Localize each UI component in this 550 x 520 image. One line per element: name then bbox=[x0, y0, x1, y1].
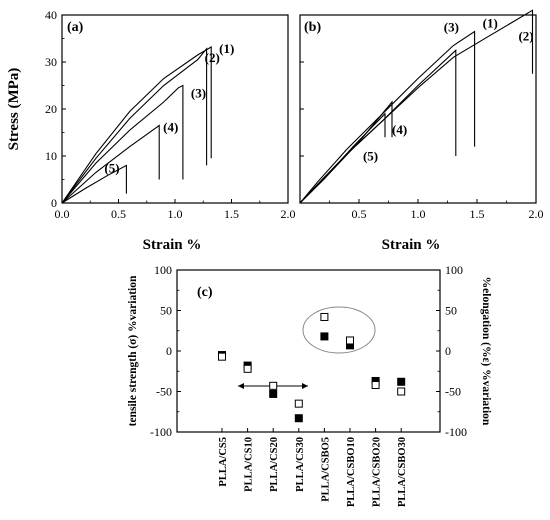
panel-a-xtick-label: 1.5 bbox=[224, 207, 239, 221]
panel-c-label: (c) bbox=[197, 285, 213, 300]
strength-marker bbox=[294, 414, 303, 423]
panel-a-ytick-label: 40 bbox=[45, 8, 57, 22]
panel-c-ytick-label-left: 50 bbox=[160, 304, 172, 318]
panel-c-category-label: PLLA/CSBO10 bbox=[346, 437, 357, 507]
panel-c-ytick-label-right: 50 bbox=[445, 304, 457, 318]
elongation-marker bbox=[243, 364, 252, 373]
panel-a-ytick-label: 30 bbox=[45, 55, 57, 69]
panel-c-categories: PLLA/CS5 PLLA/CS10 PLLA/CS20 PLLA/CS30 PLLA/… bbox=[218, 437, 408, 507]
panel-c-ylabel-left: tensile strength (σ) %variation bbox=[127, 275, 139, 426]
panel-b-xtick-label: 2.0 bbox=[529, 207, 544, 221]
panel-a-ylabel: Stress (MPa) bbox=[6, 68, 22, 151]
panel-a-curve bbox=[61, 47, 208, 204]
panel-a-xtick-label: 1.0 bbox=[168, 207, 183, 221]
panel-a-curve bbox=[61, 84, 184, 204]
panel-b-xtick-label: 1.5 bbox=[470, 207, 485, 221]
elongation-marker bbox=[218, 352, 226, 361]
panel-a-xtick-label: 0.0 bbox=[55, 207, 70, 221]
panel-c-category-label: PLLA/CSBO5 bbox=[320, 437, 331, 502]
panel-b-curve-label: (4) bbox=[392, 122, 407, 137]
double-arrow-left-head bbox=[238, 383, 244, 389]
panel-c-ytick-label-right: 0 bbox=[445, 344, 451, 358]
panel-a-ytick-label: 20 bbox=[45, 102, 57, 116]
panel-b-curves: (1) (2) (3) (4) (5) bbox=[299, 9, 534, 204]
panel-b-curve bbox=[299, 9, 534, 204]
panel-b-frame bbox=[299, 14, 537, 204]
strength-marker bbox=[269, 389, 278, 398]
elongation-marker bbox=[346, 336, 354, 345]
panel-b-curve bbox=[299, 49, 457, 204]
panel-c-ytick-label-right: -100 bbox=[445, 425, 467, 439]
panel-b-label: (b) bbox=[304, 20, 321, 35]
panel-a-ytick-label: 10 bbox=[45, 149, 57, 163]
highlight-ellipse bbox=[302, 306, 376, 354]
panel-b-xlabel: Strain % bbox=[382, 237, 441, 253]
panel-c-category-label: PLLA/CS20 bbox=[269, 437, 280, 492]
panel-c-ytick-label-right: -50 bbox=[445, 385, 461, 399]
panel-a-curve-label: (2) bbox=[205, 50, 220, 65]
panel-a-curve bbox=[61, 124, 160, 204]
panel-b-xtick-label: 0.5 bbox=[352, 207, 367, 221]
strength-marker bbox=[397, 377, 406, 386]
panel-c-ytick-label-left: -100 bbox=[150, 425, 172, 439]
panel-a-curve bbox=[61, 164, 127, 204]
panel-b-curve bbox=[299, 112, 386, 204]
elongation-marker bbox=[371, 381, 380, 390]
panel-b-curve-label: (2) bbox=[518, 28, 533, 43]
panel-c-frame bbox=[176, 269, 441, 433]
elongation-marker bbox=[397, 387, 406, 396]
panel-a-xlabel: Strain % bbox=[143, 237, 202, 253]
elongation-marker bbox=[320, 312, 329, 321]
elongation-marker bbox=[294, 399, 303, 408]
panel-c-category-label: PLLA/CS10 bbox=[244, 437, 255, 492]
panel-a: (a) Stress (MPa) Strain % (1)(2) (3) (4) (5… bbox=[6, 8, 296, 253]
panel-b-curve-label: (3) bbox=[444, 19, 459, 34]
panel-c-category-label: PLLA/CS30 bbox=[295, 437, 306, 492]
panel-a-frame bbox=[61, 14, 289, 204]
panel-b-curve-label: (5) bbox=[363, 149, 378, 164]
panel-b-xtick-label: 1.0 bbox=[411, 207, 426, 221]
panel-b-curve bbox=[299, 30, 476, 204]
elongation-marker bbox=[269, 381, 278, 390]
panel-a-curve-label: (4) bbox=[163, 119, 178, 134]
panel-c: (c) tensile strength (σ) %variation %elo… bbox=[127, 263, 492, 507]
panel-b-curve-label: (1) bbox=[483, 15, 498, 30]
strength-marker bbox=[320, 332, 329, 341]
panel-c-category-label: PLLA/CSBO20 bbox=[372, 437, 383, 507]
panel-a-ticks: 0.0 0.5 1.0 1.5 2.0 0 10 20 30 40 bbox=[45, 8, 296, 221]
panel-a-curve-label: (5) bbox=[104, 160, 119, 175]
panel-c-ytick-label-left: 0 bbox=[166, 344, 172, 358]
panel-c-markers bbox=[218, 312, 406, 423]
panel-a-curve-label: (3) bbox=[191, 86, 206, 101]
panel-b: (b) Strain % (1) (2) (3) (4) (5) 0.5 1.0 1.5 2.… bbox=[299, 9, 544, 253]
double-arrow-right-head bbox=[302, 383, 308, 389]
panel-a-xtick-label: 0.5 bbox=[111, 207, 126, 221]
panel-c-ytick-label-right: 100 bbox=[445, 263, 463, 277]
panel-c-ytick-label-left: 100 bbox=[154, 263, 172, 277]
panel-a-label: (a) bbox=[67, 20, 84, 35]
panel-a-curve-label: (1) bbox=[219, 41, 234, 56]
panel-c-category-label: PLLA/CS5 bbox=[218, 437, 229, 487]
panel-c-ticks: -100 -100 -50 -50 0 0 50 50 100 100 bbox=[150, 263, 467, 439]
panel-c-ylabel-right: %elongation (%ε) %variation bbox=[480, 277, 492, 426]
panel-b-ticks: 0.5 1.0 1.5 2.0 bbox=[300, 61, 544, 221]
panel-a-xtick-label: 2.0 bbox=[281, 207, 296, 221]
panel-a-curves: (1)(2) (3) (4) (5) bbox=[61, 41, 234, 204]
panel-c-category-label: PLLA/CSBO30 bbox=[397, 437, 408, 507]
panel-a-curve bbox=[61, 46, 212, 204]
panel-c-ytick-label-left: -50 bbox=[156, 385, 172, 399]
panel-a-ytick-label: 0 bbox=[51, 196, 57, 210]
